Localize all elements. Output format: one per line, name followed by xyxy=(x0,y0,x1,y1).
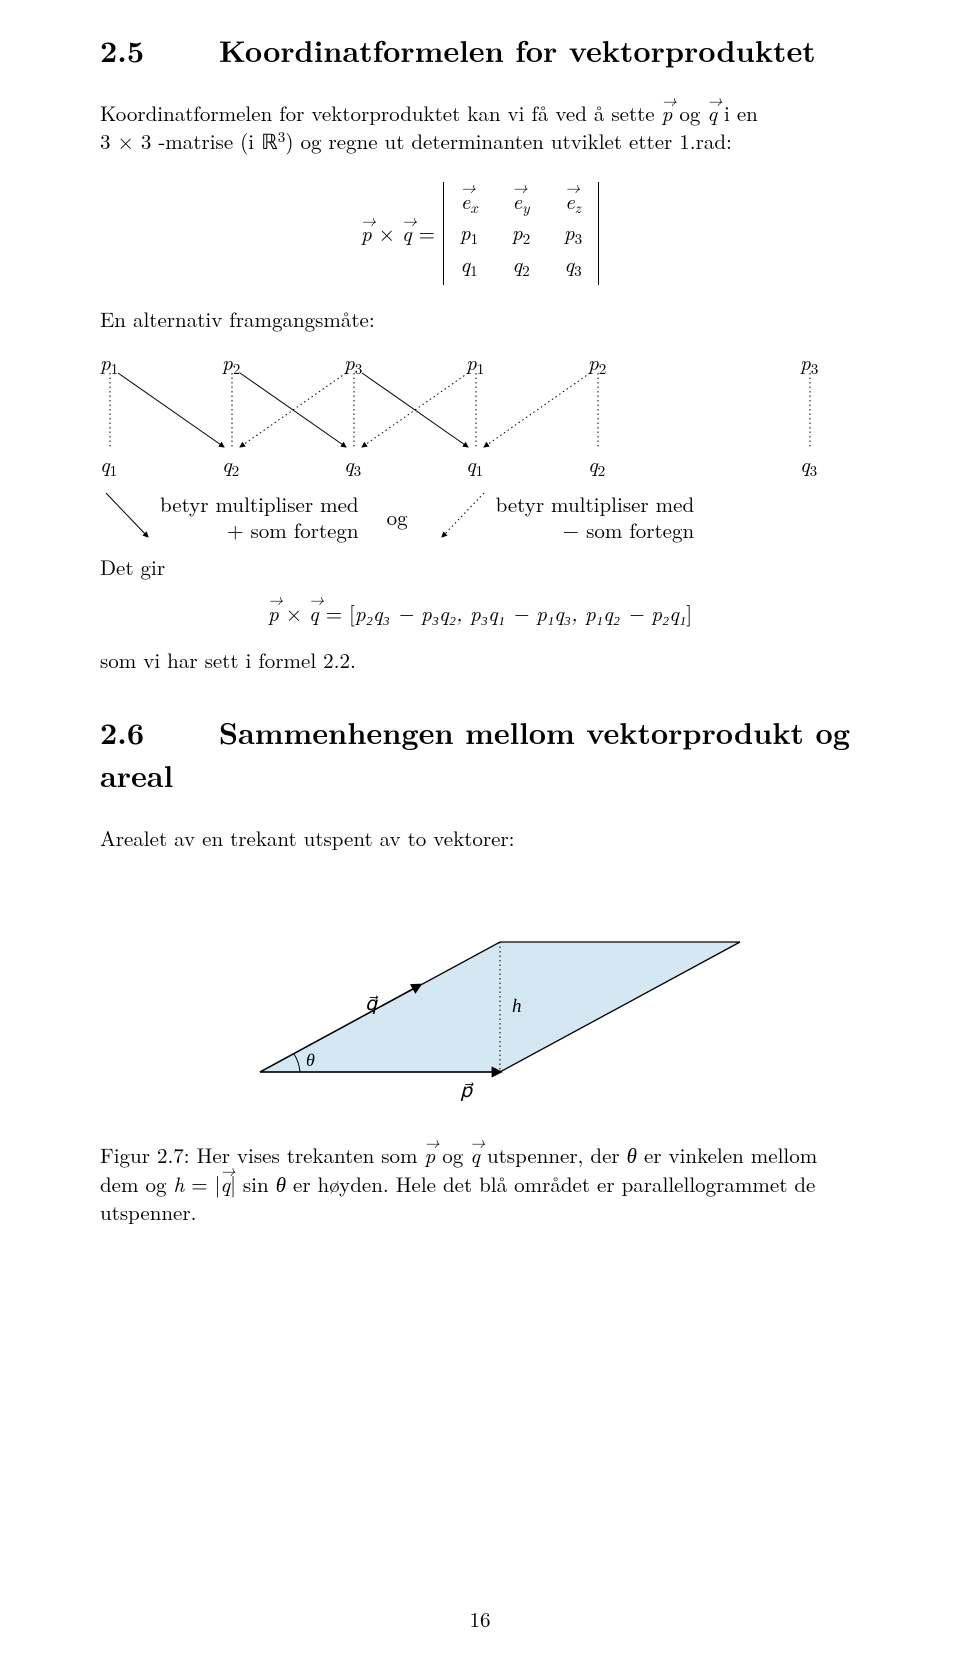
h-label: h xyxy=(512,996,522,1017)
section-2-5-heading: 2.5 Koordinatformelen for vektorprodukte… xyxy=(100,28,860,71)
sarrus-diagram: p1 p2 p3 p1 p2 p3 q1 q2 q3 q1 q2 q3 xyxy=(100,347,860,477)
section-2-6-heading: 2.6 Sammenhengen mellom vektorprodukt og… xyxy=(100,710,860,796)
section-title: Koordinatformelen for vektorproduktet xyxy=(219,28,816,71)
q-label: q⃗ xyxy=(365,994,379,1015)
parallelogram-svg: q⃗ p⃗ h θ xyxy=(200,882,760,1112)
section-title: Sammenhengen mellom vektorprodukt og are… xyxy=(100,710,850,796)
det-gir: Det gir xyxy=(100,553,860,581)
cross-product-formula: p × q = [p₂q₃ − p₃q₂, p₃q₁ − p₁q₃, p₁q₂ … xyxy=(100,598,860,628)
section-2-6-para: Arealet av en trekant utspent av to vekt… xyxy=(100,824,860,852)
determinant-formula: p × q = ex ey ez p1 p2 p3 q1 q2 q3 xyxy=(100,170,860,305)
legend-mid: og xyxy=(387,502,408,532)
page-number: 16 xyxy=(0,1604,960,1634)
alt-method-line: En alternativ framgangsmåte: xyxy=(100,305,860,333)
legend-right-text: betyr multipliser med − som fortegn xyxy=(496,491,695,544)
after-formula: som vi har sett i formel 2.2. xyxy=(100,646,860,674)
section-number: 2.5 xyxy=(100,28,144,71)
legend-left-text: betyr multipliser med + som fortegn xyxy=(160,491,359,544)
section-number: 2.6 xyxy=(100,710,144,753)
intro-paragraph: Koordinatformelen for vektorproduktet ka… xyxy=(100,99,860,156)
p-label: p⃗ xyxy=(460,1081,474,1102)
dotted-arrow-icon xyxy=(436,487,496,547)
solid-arrow-icon xyxy=(100,487,160,547)
figure-caption: Figur 2.7: Her vises trekanten som p og … xyxy=(100,1141,860,1226)
theta-label: θ xyxy=(306,1050,315,1070)
legend-row: betyr multipliser med + som fortegn og b… xyxy=(100,487,860,547)
parallelogram-figure: q⃗ p⃗ h θ xyxy=(100,882,860,1117)
